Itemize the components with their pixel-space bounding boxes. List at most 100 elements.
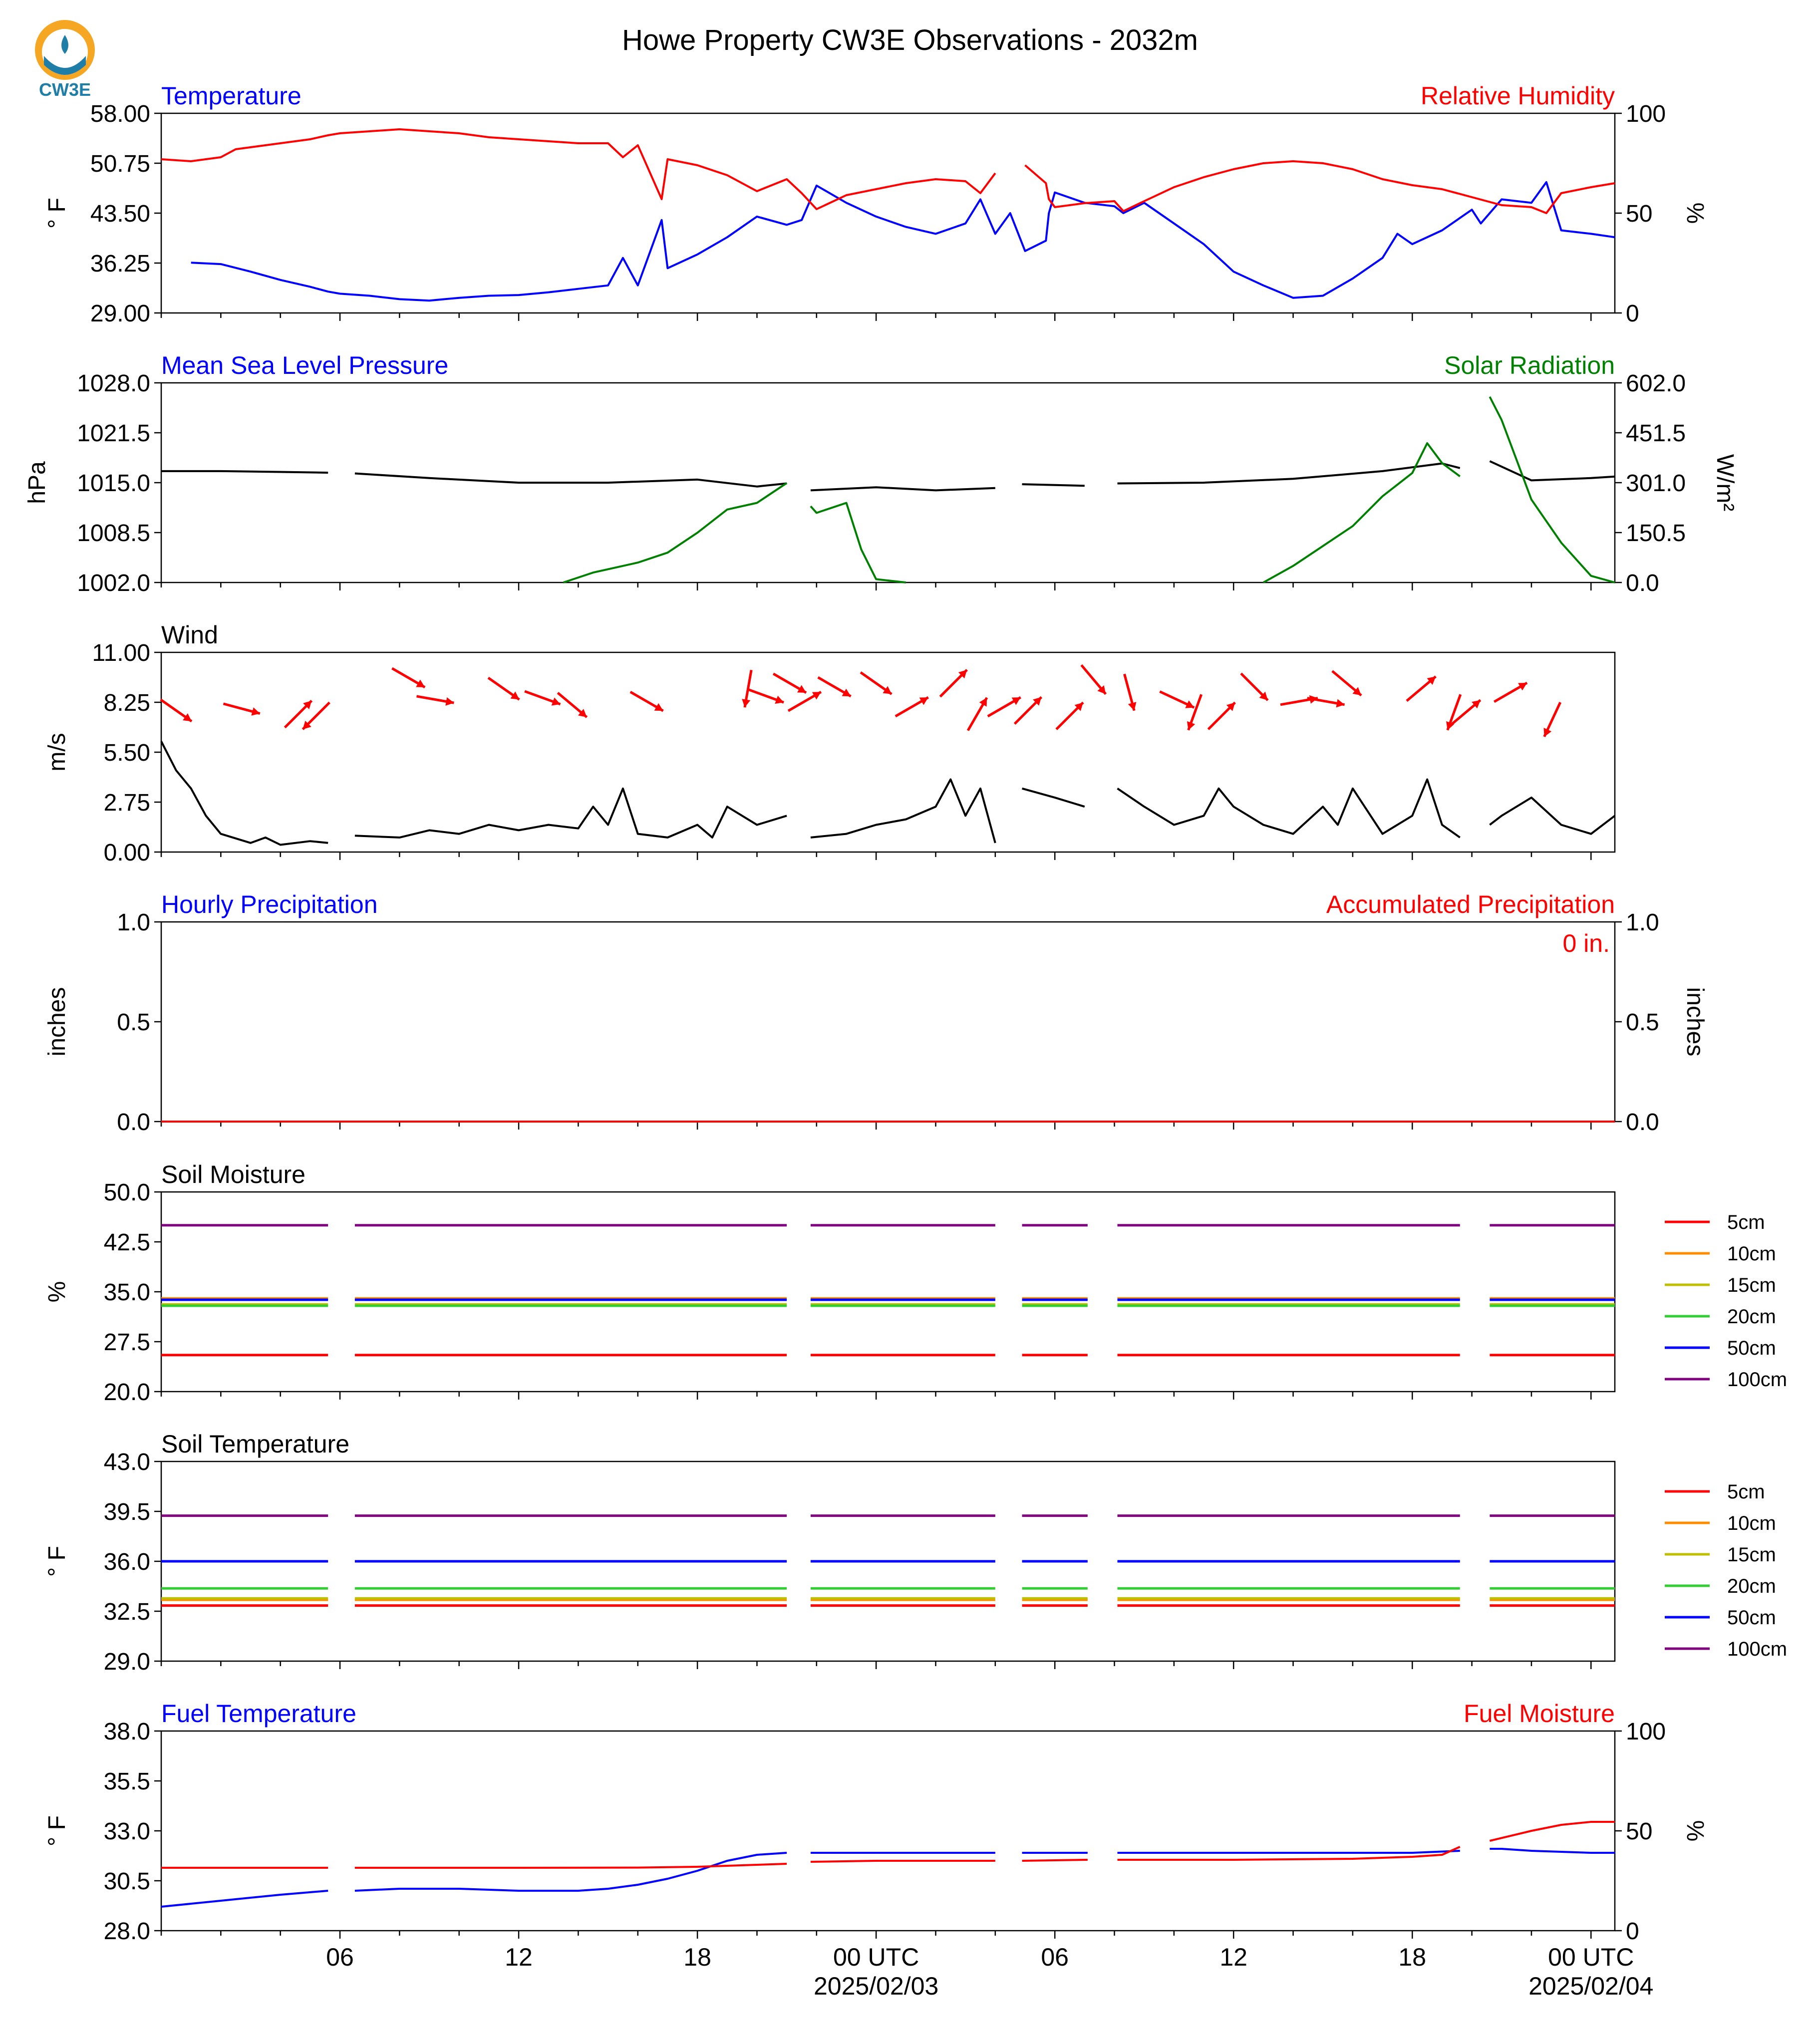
panel-title-right: Solar Radiation xyxy=(1444,351,1615,379)
wind-arrow xyxy=(966,697,988,731)
panel-title-left: Wind xyxy=(161,621,218,649)
y-tick-label: 8.25 xyxy=(104,690,150,716)
y-tick-label-right: 100 xyxy=(1626,101,1666,127)
accumulated-total-label: 0 in. xyxy=(1562,929,1610,957)
wind-arrow-head xyxy=(578,709,587,717)
wind-arrow-head xyxy=(1185,700,1195,708)
wind-arrow xyxy=(1331,670,1362,697)
plot-frame xyxy=(160,1730,1616,1932)
x-tick-label: 00 UTC xyxy=(833,1943,919,1971)
legend-label: 10cm xyxy=(1727,1512,1776,1534)
y-tick-label-right: 1.0 xyxy=(1626,909,1659,936)
y-tick-label: 58.00 xyxy=(90,101,150,127)
wind-arrow xyxy=(1187,694,1203,731)
wind-arrow xyxy=(1450,699,1482,726)
y-axis-label-right: % xyxy=(1682,203,1708,224)
panel-7: Fuel Temperature Fuel Moisture 38.0 35.5 33.… xyxy=(44,1700,1708,1945)
panel-title-right: Fuel Moisture xyxy=(1464,1700,1615,1728)
wind-arrow xyxy=(1013,696,1043,725)
y-tick-label: 35.0 xyxy=(104,1279,150,1306)
wind-arrow xyxy=(629,691,664,712)
temperature-line xyxy=(191,181,1615,302)
y-tick-label: 42.5 xyxy=(104,1229,150,1256)
y-tick-label: 0.5 xyxy=(117,1009,150,1036)
wind-arrow-head xyxy=(812,692,821,700)
y-tick-label: 27.5 xyxy=(104,1329,150,1356)
y-tick-label-right: 50 xyxy=(1626,1818,1652,1845)
wind-arrow-head xyxy=(654,703,663,711)
panel-title-left: Fuel Temperature xyxy=(161,1700,356,1728)
y-tick-label: 2.75 xyxy=(104,790,150,816)
y-tick-label-right: 0.0 xyxy=(1626,570,1659,596)
wind-arrow-head xyxy=(416,679,425,687)
wind-arrow xyxy=(416,695,454,706)
legend-label: 5cm xyxy=(1727,1481,1765,1503)
y-tick-label: 33.0 xyxy=(104,1818,150,1845)
wind-arrow xyxy=(524,690,561,706)
y-tick-label: 43.50 xyxy=(90,201,150,227)
wind-arrow-head xyxy=(1033,697,1042,706)
wind-arrow xyxy=(1055,701,1084,730)
wind-arrow-head xyxy=(1518,683,1527,691)
wind-arrow-head xyxy=(1128,702,1137,711)
wind-arrow-head xyxy=(1336,699,1345,708)
legend-label: 100cm xyxy=(1727,1369,1787,1391)
wind-arrow xyxy=(1080,664,1107,695)
wind-arrow-head xyxy=(958,669,967,679)
panel-6: Soil Temperature 43.0 39.5 36.0 32.5 29.0 ° F 5… xyxy=(44,1430,1787,1675)
legend-label: 15cm xyxy=(1727,1274,1776,1296)
panel-title-left: Temperature xyxy=(161,82,302,110)
y-axis-label: % xyxy=(44,1281,70,1303)
y-axis-label: inches xyxy=(44,987,70,1057)
wind-arrow-head xyxy=(797,685,806,693)
plot-frame xyxy=(160,1191,1616,1393)
fuel-moisture-line xyxy=(161,1821,1615,1869)
wind-arrow-head xyxy=(551,697,561,706)
plot-frame xyxy=(160,921,1616,1123)
wind-arrow-head xyxy=(775,695,784,704)
y-tick-label: 1015.0 xyxy=(77,470,150,497)
y-axis-label: ° F xyxy=(44,198,70,229)
wind-arrow-head xyxy=(1427,676,1436,685)
y-axis-label-right: % xyxy=(1682,1820,1708,1842)
wind-arrow-head xyxy=(979,697,987,707)
cw3e-logo-icon: CW3E xyxy=(35,20,95,100)
figure-title: Howe Property CW3E Observations - 2032m xyxy=(622,24,1198,56)
wind-arrow-head xyxy=(842,688,851,697)
y-tick-label: 20.0 xyxy=(104,1379,150,1406)
panel-title-left: Mean Sea Level Pressure xyxy=(161,351,448,379)
x-tick-label: 18 xyxy=(683,1943,711,1971)
wind-arrow xyxy=(1307,697,1345,708)
wind-arrow xyxy=(895,696,929,718)
wind-arrow xyxy=(302,701,330,730)
y-tick-label: 50.75 xyxy=(90,151,150,177)
logo-text: CW3E xyxy=(39,79,91,100)
y-tick-label: 29.0 xyxy=(104,1649,150,1675)
legend: 5cm 10cm 15cm 20cm 50cm 100cm xyxy=(1665,1481,1787,1660)
x-date-label: 2025/02/04 xyxy=(1528,1972,1653,2000)
panel-5: Soil Moisture 50.0 42.5 35.0 27.5 20.0% 5cm 10c… xyxy=(44,1160,1787,1406)
cw3e-logo: CW3E xyxy=(30,15,100,100)
wind-arrow xyxy=(223,702,261,716)
legend: 5cm 10cm 15cm 20cm 50cm 100cm xyxy=(1665,1211,1787,1391)
wind-arrow-head xyxy=(1074,702,1083,711)
y-tick-label: 29.00 xyxy=(90,300,150,327)
wind-arrow-head xyxy=(183,713,192,722)
y-tick-label: 28.0 xyxy=(104,1918,150,1945)
y-tick-label: 5.50 xyxy=(104,740,150,766)
wind-arrow-head xyxy=(1011,697,1021,705)
wind-arrow xyxy=(1123,673,1137,711)
y-tick-label-right: 0 xyxy=(1626,300,1639,327)
y-tick-label-right: 451.5 xyxy=(1626,420,1686,447)
y-tick-label-right: 100 xyxy=(1626,1719,1666,1745)
y-tick-label-right: 50 xyxy=(1626,201,1652,227)
panel-title-right: Relative Humidity xyxy=(1421,82,1615,110)
x-tick-label: 12 xyxy=(505,1943,533,1971)
wind-arrow xyxy=(772,672,807,694)
y-tick-label: 39.5 xyxy=(104,1499,150,1525)
wind-arrow xyxy=(1159,690,1195,709)
y-tick-label: 1008.5 xyxy=(77,520,150,547)
wind-arrow xyxy=(1446,694,1462,731)
y-tick-label: 1028.0 xyxy=(77,370,150,397)
wind-arrow-head xyxy=(883,686,892,694)
